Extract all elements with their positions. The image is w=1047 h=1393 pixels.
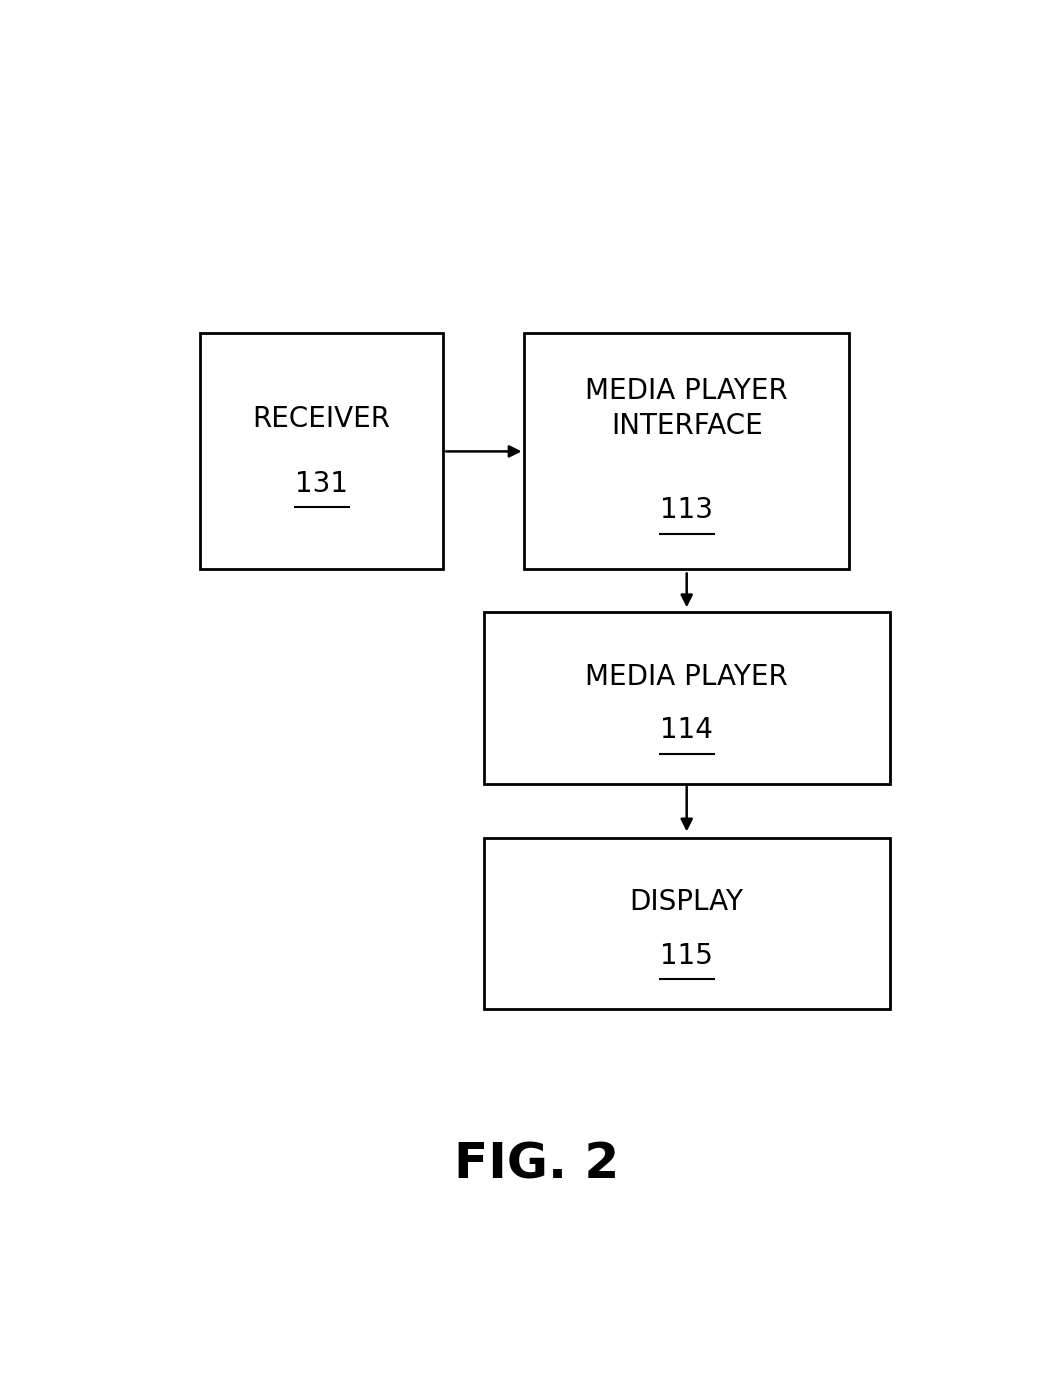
Text: 113: 113	[661, 496, 713, 524]
Text: 114: 114	[661, 716, 713, 744]
Bar	[484, 613, 890, 784]
Text: 115: 115	[661, 942, 713, 970]
Text: 131: 131	[295, 469, 348, 497]
Text: FIG. 2: FIG. 2	[454, 1141, 619, 1188]
Text: MEDIA PLAYER: MEDIA PLAYER	[585, 663, 788, 691]
Bar	[525, 333, 849, 570]
Bar	[484, 837, 890, 1009]
Text: DISPLAY: DISPLAY	[629, 887, 743, 917]
Text: RECEIVER: RECEIVER	[252, 405, 391, 433]
Text: MEDIA PLAYER
INTERFACE: MEDIA PLAYER INTERFACE	[585, 378, 788, 440]
Bar	[200, 333, 443, 570]
